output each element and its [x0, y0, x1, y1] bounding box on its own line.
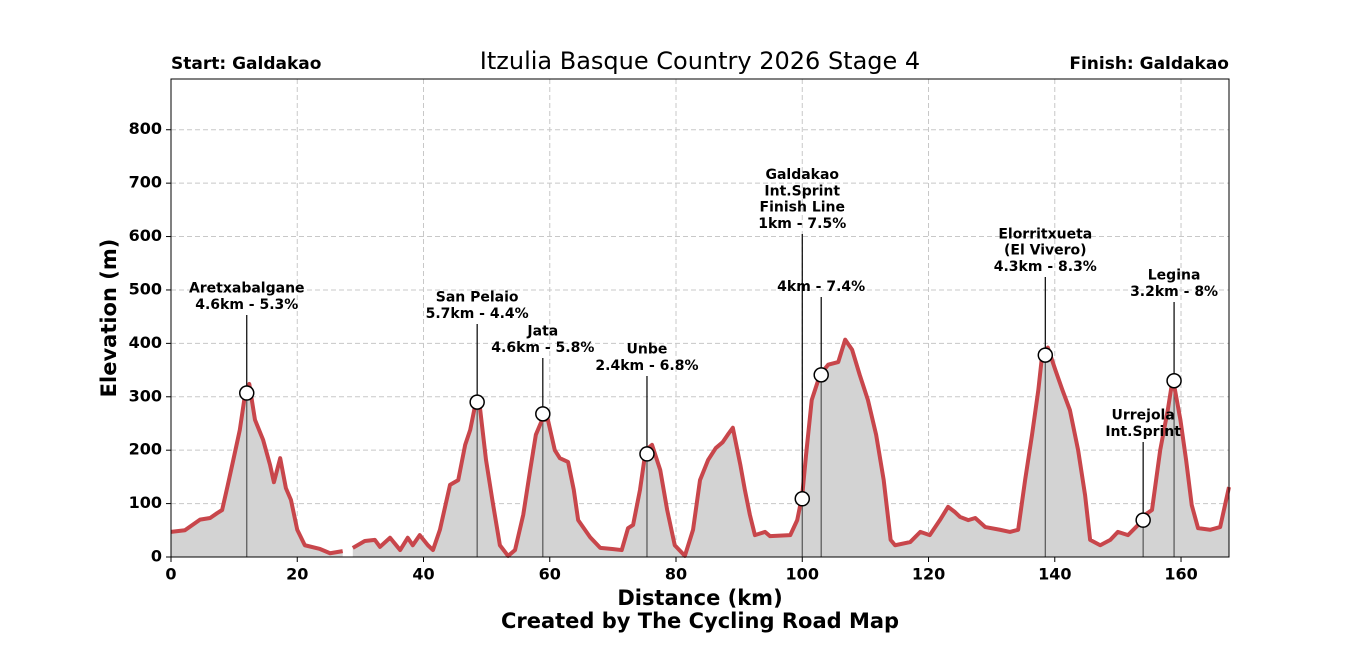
climb-marker: [469, 394, 485, 410]
climb-label: Jata: [526, 324, 558, 340]
climb-marker: [1037, 347, 1054, 363]
y-tick-label: 100: [129, 493, 162, 512]
climb-label: San Pelaio: [436, 290, 519, 306]
climb-label: 2.4km - 6.8%: [595, 358, 698, 374]
x-tick-label: 100: [786, 565, 819, 584]
climb-label: (El Vivero): [1004, 243, 1087, 259]
x-axis-label: Distance (km): [617, 586, 782, 610]
elevation-line: [351, 337, 1231, 558]
credit: Created by The Cycling Road Map: [501, 609, 899, 633]
climb-label: 4.3km - 8.3%: [994, 259, 1097, 275]
climb-label: Unbe: [627, 342, 668, 358]
climb-label: 4.6km - 5.8%: [491, 340, 594, 356]
climb-marker: [794, 491, 811, 507]
x-tick-label: 120: [912, 565, 945, 584]
climb-label: 1km - 7.5%: [758, 216, 846, 232]
climb-label: Finish Line: [760, 200, 845, 216]
climb-label: Int.Sprint: [1105, 424, 1181, 440]
climb-label: 4.6km - 5.3%: [195, 297, 298, 313]
y-axis-label: Elevation (m): [97, 239, 121, 398]
x-tick-label: 80: [665, 565, 687, 584]
y-tick-label: 700: [129, 173, 162, 192]
finish-label: Finish: Galdakao: [1069, 54, 1229, 74]
climb-marker: [239, 385, 255, 401]
y-tick-label: 300: [129, 386, 162, 405]
x-tick-label: 20: [286, 565, 308, 584]
chart-title: Itzulia Basque Country 2026 Stage 4: [480, 47, 920, 75]
climb-label: Legina: [1148, 268, 1201, 284]
climb-label: Int.Sprint: [764, 183, 840, 199]
climb-label: Elorritxueta: [998, 226, 1092, 242]
climb-marker: [639, 446, 655, 462]
y-tick-label: 600: [129, 226, 162, 245]
elevation-fill: [352, 339, 1229, 557]
start-label: Start: Galdakao: [171, 54, 321, 74]
climb-label: Galdakao: [765, 167, 839, 183]
x-tick-label: 60: [539, 565, 561, 584]
y-tick-label: 400: [129, 333, 162, 352]
elevation-line: [170, 381, 344, 556]
climb-label: Urrejola: [1111, 408, 1174, 424]
climb-marker: [1135, 512, 1151, 528]
climb-label: 4km - 7.4%: [777, 279, 865, 295]
climb-marker: [1166, 373, 1182, 389]
y-tick-label: 200: [129, 440, 162, 459]
y-tick-label: 800: [129, 119, 162, 138]
plot-frame: [170, 78, 1230, 558]
y-tick-label: 500: [129, 279, 162, 298]
x-tick-label: 140: [1038, 565, 1071, 584]
climb-label: Aretxabalgane: [189, 281, 305, 297]
climb-marker: [813, 367, 829, 383]
x-tick-label: 0: [165, 565, 176, 584]
y-tick-label: 0: [151, 547, 162, 566]
x-tick-label: 160: [1164, 565, 1197, 584]
x-tick-label: 40: [412, 565, 434, 584]
climb-marker: [535, 406, 551, 422]
elevation-fill: [171, 383, 343, 557]
climb-label: 5.7km - 4.4%: [426, 306, 529, 322]
climb-label: 3.2km - 8%: [1130, 284, 1218, 300]
